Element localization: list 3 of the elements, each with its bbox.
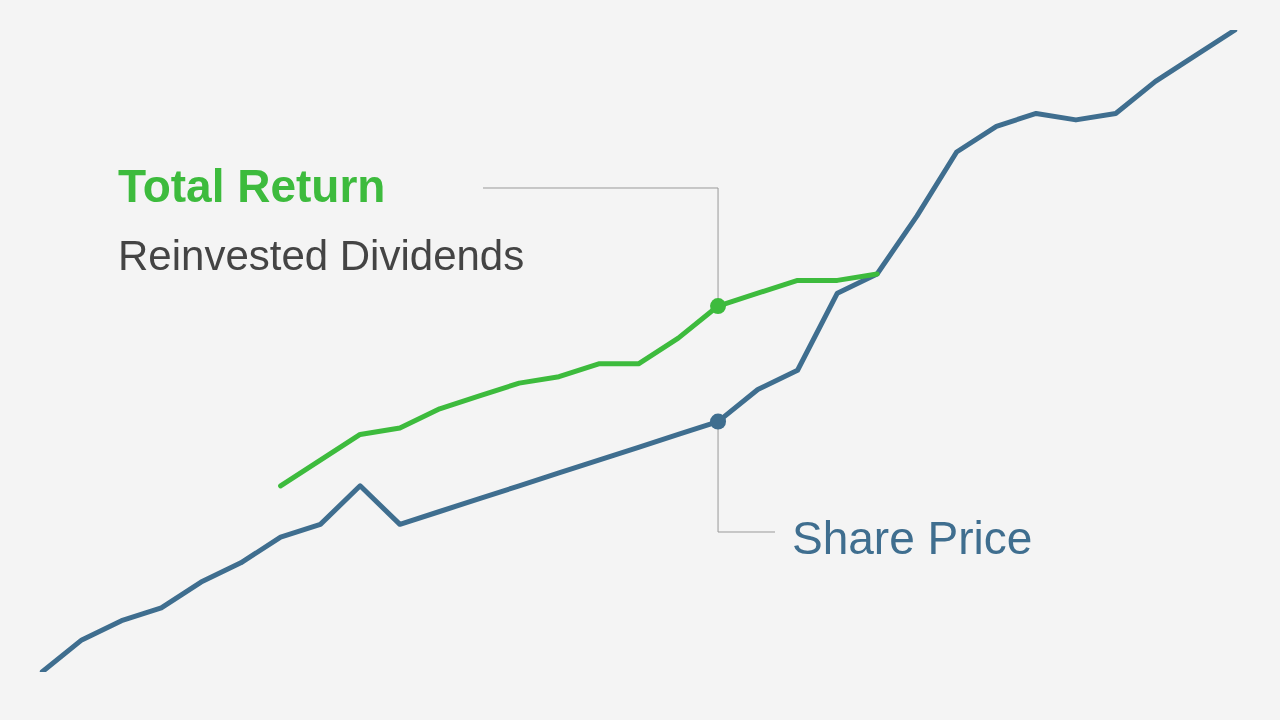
text: Share Price xyxy=(792,511,1033,564)
annotation: Reinvested Dividends xyxy=(118,231,525,279)
text: Total Return xyxy=(118,159,386,212)
